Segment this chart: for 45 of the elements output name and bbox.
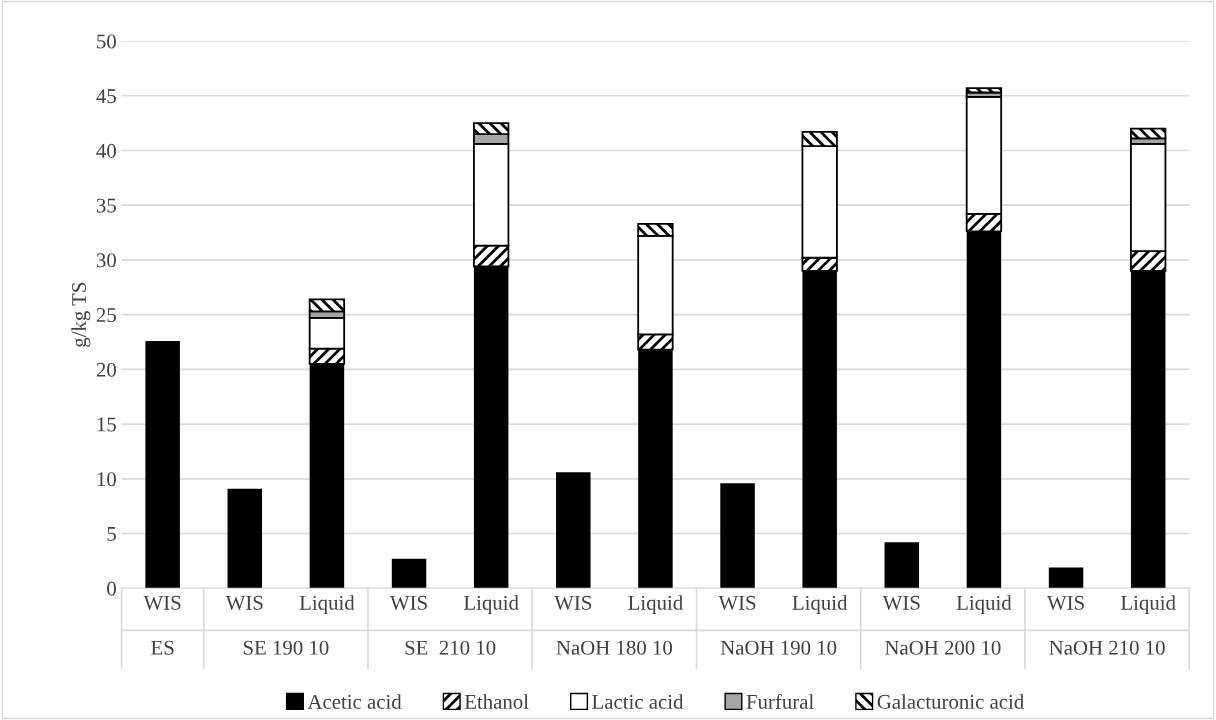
legend-label: Acetic acid xyxy=(307,694,402,709)
y-tick-label: 25 xyxy=(96,308,116,323)
x-tick-label: Liquid xyxy=(299,595,355,615)
y-tick-label: 15 xyxy=(97,417,116,432)
x-tick-label: WIS xyxy=(389,595,427,610)
text: ES xyxy=(151,640,174,655)
bar xyxy=(884,542,920,589)
bar xyxy=(145,340,180,589)
y-tick-label: 0 xyxy=(107,581,116,596)
y-tick-label: 20 xyxy=(96,362,116,377)
x-tick-label: Liquid xyxy=(956,595,1012,615)
bar xyxy=(227,488,263,589)
bar xyxy=(965,87,1003,94)
legend-label: Lactic acid xyxy=(592,694,684,709)
x-tick-label: WIS xyxy=(225,595,263,610)
y-tick-label: 45 xyxy=(96,89,116,104)
legend-label: Galacturonic acid xyxy=(877,694,1024,709)
bar xyxy=(720,483,755,589)
bar xyxy=(1048,567,1084,589)
x-tick-label: WIS xyxy=(718,595,756,610)
y-axis-title: g/kg TS xyxy=(71,282,91,347)
x-tick-label: Liquid xyxy=(1121,595,1176,615)
legend-label: Ethanol xyxy=(464,694,529,709)
bar xyxy=(556,472,591,589)
text: NaOH 210 10 xyxy=(1049,640,1165,655)
x-tick-label: WIS xyxy=(882,595,920,610)
text: NaOH 190 10 xyxy=(720,640,837,655)
x-tick-label: Liquid xyxy=(463,595,519,615)
y-tick-label: 30 xyxy=(96,253,116,268)
bar xyxy=(391,558,427,589)
y-tick-label: 35 xyxy=(96,198,116,213)
x-tick-label: WIS xyxy=(143,595,181,610)
x-tick-label: WIS xyxy=(554,595,592,610)
legend-label: Furfural xyxy=(746,693,814,709)
y-tick-label: 40 xyxy=(96,143,116,158)
x-tick-label: WIS xyxy=(1046,595,1084,610)
y-tick-label: 50 xyxy=(97,34,116,49)
text: NaOH 200 10 xyxy=(885,640,1001,655)
text: NaOH 180 10 xyxy=(556,640,673,655)
text: SE 210 10 xyxy=(405,640,496,655)
y-tick-label: 10 xyxy=(97,472,116,487)
text: SE 190 10 xyxy=(243,640,329,655)
x-tick-label: Liquid xyxy=(628,595,683,615)
y-tick-label: 5 xyxy=(107,527,116,541)
x-tick-label: Liquid xyxy=(792,595,848,615)
